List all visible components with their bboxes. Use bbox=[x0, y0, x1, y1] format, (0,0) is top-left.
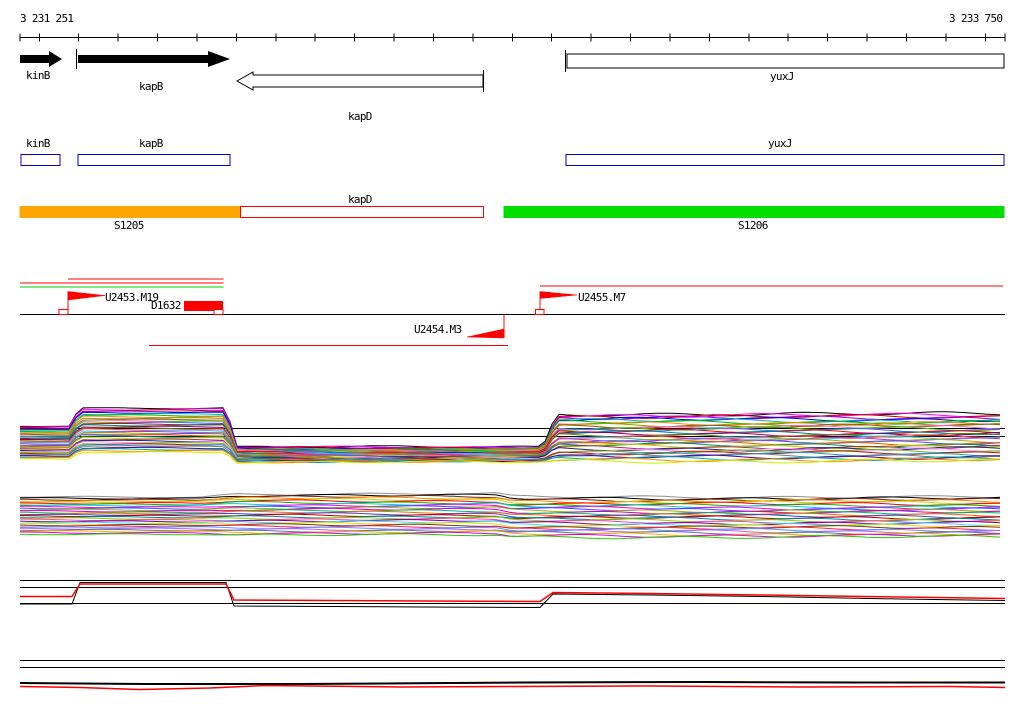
gene-arrow-kapB[interactable] bbox=[76, 49, 231, 69]
gene-arrow-label-kapD: kapD bbox=[348, 110, 372, 123]
probe-label-D1632: D1632 bbox=[151, 299, 181, 312]
coordinate-start-label: 3 231 251 bbox=[20, 12, 74, 25]
coordinate-end-label: 3 233 750 bbox=[949, 12, 1003, 25]
profile-series bbox=[19, 680, 1005, 685]
probe-label-U2455-M7: U2455.M7 bbox=[578, 291, 626, 304]
probe-label-U2454-M3: U2454.M3 bbox=[414, 323, 462, 336]
profile-track-3 bbox=[20, 580, 1006, 609]
gene-arrow-yuxJ[interactable] bbox=[565, 50, 1005, 72]
probe-box[interactable] bbox=[184, 301, 223, 311]
probe-anchor[interactable] bbox=[535, 309, 545, 315]
segment-label-S1205: S1205 bbox=[114, 219, 144, 232]
profile-series bbox=[19, 528, 1001, 536]
ruler bbox=[19, 33, 1006, 42]
gene-box-kapB[interactable] bbox=[77, 154, 231, 166]
profile-track-1 bbox=[19, 407, 1005, 464]
probe-U2455.M7[interactable] bbox=[535, 291, 578, 315]
profile-series bbox=[19, 527, 1001, 534]
probe-wedge[interactable] bbox=[539, 291, 578, 299]
profile-series bbox=[19, 533, 1001, 540]
profile-series bbox=[19, 500, 1001, 508]
gene-arrow-label-kinB: kinB bbox=[26, 69, 50, 82]
probe-anchor[interactable] bbox=[58, 309, 69, 315]
gene-arrow-kapD[interactable] bbox=[235, 70, 484, 92]
profile-series bbox=[19, 449, 1001, 464]
segment-S1205[interactable] bbox=[19, 206, 241, 218]
profile-series bbox=[19, 436, 1001, 460]
gene-arrow-label-kapB: kapB bbox=[139, 80, 163, 93]
profile-track-4 bbox=[19, 660, 1006, 691]
profile-series bbox=[19, 519, 1001, 526]
probe-wedge[interactable] bbox=[466, 328, 505, 339]
profile-series bbox=[20, 415, 1000, 452]
profile-series bbox=[20, 446, 1001, 463]
gene-shape[interactable] bbox=[20, 51, 62, 67]
gene-arrow-label-yuxJ: yuxJ bbox=[770, 70, 794, 83]
probe-anchor[interactable] bbox=[213, 309, 224, 315]
profile-track-2 bbox=[19, 492, 1001, 540]
probe-wedge[interactable] bbox=[67, 291, 106, 301]
gene-box-yuxJ[interactable] bbox=[565, 154, 1005, 166]
gene-box-label-kapB: kapB bbox=[139, 137, 163, 150]
segment-label-kapD: kapD bbox=[348, 193, 372, 206]
profile-series bbox=[19, 448, 1001, 463]
probe-D1632[interactable] bbox=[184, 301, 224, 315]
gene-arrow-kinB[interactable] bbox=[20, 51, 62, 67]
gene-shape[interactable] bbox=[78, 51, 230, 67]
gene-box-kinB[interactable] bbox=[20, 154, 61, 166]
gene-box-label-kinB: kinB bbox=[26, 137, 50, 150]
profile-series bbox=[19, 408, 1001, 450]
probe-U2453.M19[interactable] bbox=[58, 291, 106, 315]
segment-label-S1206: S1206 bbox=[738, 219, 768, 232]
segment-S1206[interactable] bbox=[503, 206, 1005, 218]
profile-series bbox=[20, 451, 1001, 464]
segment-kapD[interactable] bbox=[240, 206, 484, 218]
probe-label-U2453-M19: U2453.M19 bbox=[105, 291, 159, 304]
profile-series bbox=[19, 418, 1001, 453]
profile-series bbox=[19, 515, 1001, 522]
probe-U2454.M3[interactable] bbox=[466, 314, 505, 339]
profile-series bbox=[19, 414, 1001, 452]
gene-shape[interactable] bbox=[235, 71, 484, 91]
gene-shape[interactable] bbox=[566, 53, 1005, 69]
gene-box-label-yuxJ: yuxJ bbox=[768, 137, 792, 150]
profile-series bbox=[19, 684, 1006, 691]
profile-series bbox=[20, 583, 1006, 603]
profile-series bbox=[19, 493, 1001, 501]
